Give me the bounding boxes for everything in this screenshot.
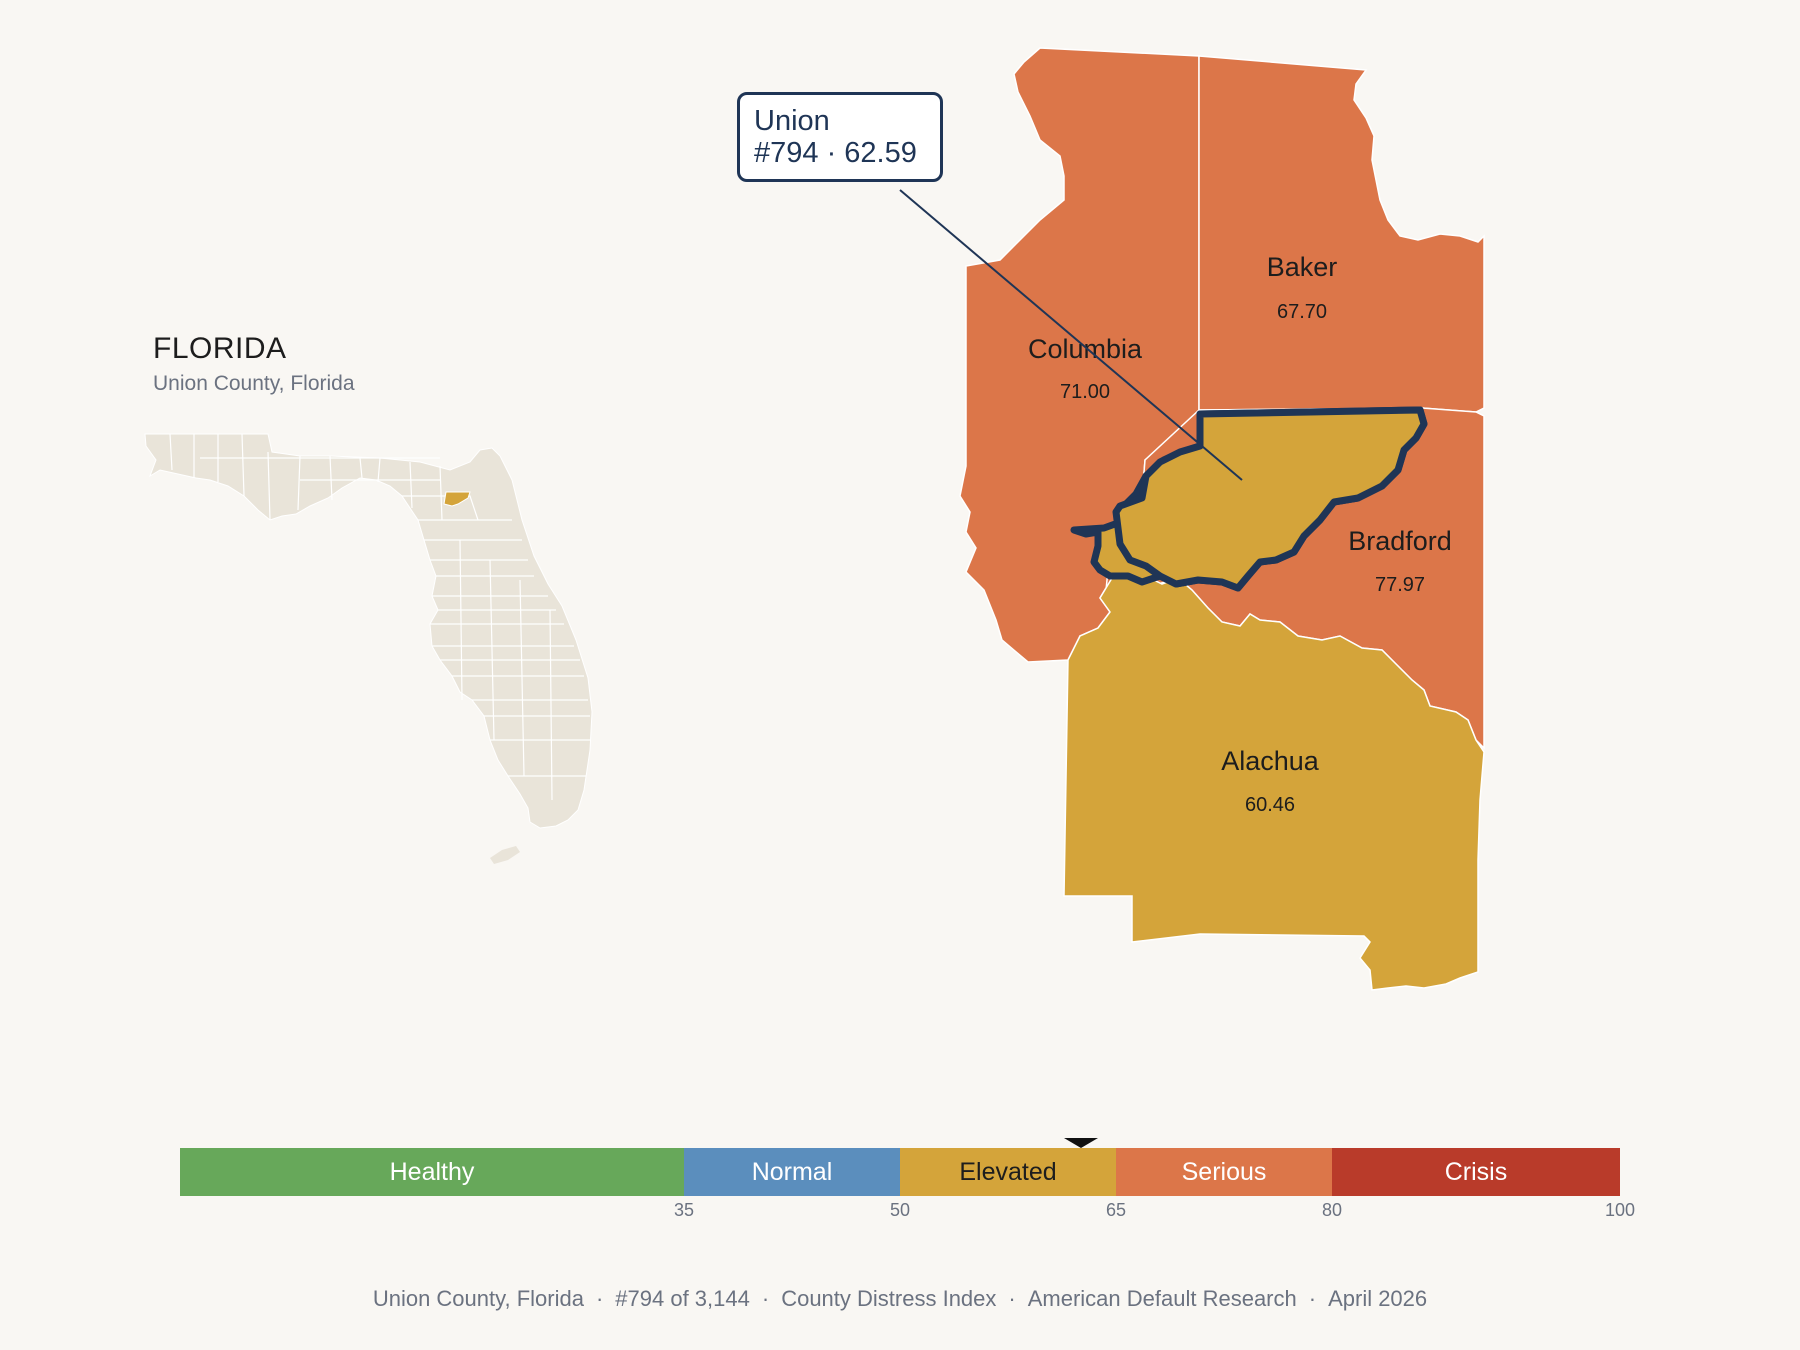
florida-county-lines xyxy=(169,433,590,801)
footer-separator: · xyxy=(1308,1286,1317,1311)
legend-segment-elevated: Elevated xyxy=(900,1148,1116,1196)
legend-tick: 50 xyxy=(889,1200,911,1220)
regional-county-map: Baker 67.70 Columbia 71.00 Bradford 77.9… xyxy=(899,47,1485,991)
legend-tick: 80 xyxy=(1321,1200,1343,1220)
legend-tick: 35 xyxy=(673,1200,695,1220)
florida-inset-map xyxy=(144,433,593,864)
legend-segment-serious: Serious xyxy=(1116,1148,1332,1196)
county-label-baker: Baker xyxy=(1267,252,1338,282)
footer-item: American Default Research xyxy=(1027,1286,1297,1311)
county-value-bradford: 77.97 xyxy=(1375,574,1425,596)
state-subtitle: Union County, Florida xyxy=(153,372,355,395)
county-shape-baker[interactable] xyxy=(1198,55,1485,413)
county-value-alachua: 60.46 xyxy=(1245,794,1295,816)
florida-state-shape xyxy=(144,433,593,829)
footer-item: County Distress Index xyxy=(781,1286,997,1311)
footer-caption: Union County, Florida · #794 of 3,144 · Coun… xyxy=(0,1286,1800,1312)
state-title: FLORIDA xyxy=(153,332,287,365)
footer-separator: · xyxy=(595,1286,604,1311)
distress-legend-bar: Healthy Normal Elevated Serious Crisis xyxy=(180,1148,1620,1196)
tooltip-leader-line xyxy=(899,189,1243,481)
legend-value-marker xyxy=(1064,1138,1099,1148)
legend-ticks: 35 50 65 80 100 xyxy=(180,1200,1635,1224)
legend-segment-healthy: Healthy xyxy=(180,1148,684,1196)
legend-segment-normal: Normal xyxy=(684,1148,900,1196)
footer-separator: · xyxy=(1008,1286,1016,1311)
legend-tick: 100 xyxy=(1604,1200,1636,1220)
footer-item: #794 of 3,144 xyxy=(615,1286,750,1311)
legend-tick: 65 xyxy=(1105,1200,1127,1220)
county-label-alachua: Alachua xyxy=(1221,746,1320,776)
footer-separator: · xyxy=(761,1286,770,1311)
tooltip-rank-score: #794 · 62.59 xyxy=(754,137,917,169)
county-shape-union-fix xyxy=(1112,406,1428,592)
county-label-columbia: Columbia xyxy=(1028,334,1143,364)
county-tooltip: Union #794 · 62.59 xyxy=(737,92,943,182)
florida-keys xyxy=(490,846,520,864)
footer-item: April 2026 xyxy=(1328,1286,1428,1311)
tooltip-county-name: Union xyxy=(754,105,830,137)
legend-segment-crisis: Crisis xyxy=(1332,1148,1620,1196)
county-label-bradford: Bradford xyxy=(1348,526,1452,556)
florida-union-highlight xyxy=(443,491,471,507)
footer-item: Union County, Florida xyxy=(372,1286,584,1311)
county-value-columbia: 71.00 xyxy=(1060,381,1110,403)
county-value-baker: 67.70 xyxy=(1277,301,1327,323)
